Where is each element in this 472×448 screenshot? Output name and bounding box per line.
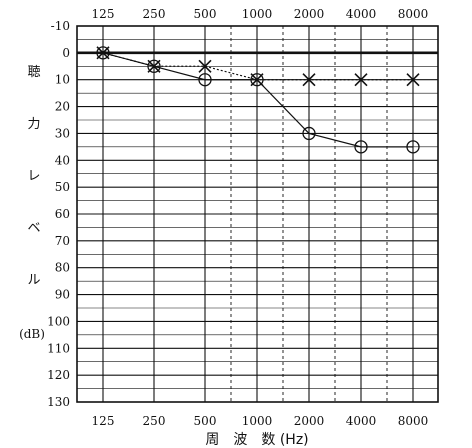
cross-marker-stroke [250, 73, 264, 87]
cross-marker-stroke [147, 59, 161, 73]
y-tick-label: -10 [51, 19, 70, 33]
cross-marker [302, 73, 316, 87]
circle-marker [302, 126, 316, 141]
cross-marker [96, 46, 110, 60]
circle-marker [147, 59, 161, 73]
cross-marker-stroke [96, 46, 110, 60]
x-tick-label-top: 500 [194, 7, 217, 21]
circle-marker [406, 140, 420, 154]
y-tick-label: 50 [55, 180, 70, 194]
y-tick-label: 120 [47, 368, 70, 382]
y-tick-label: 60 [55, 207, 70, 221]
y-axis-label-char: 力 [27, 117, 40, 132]
y-axis-label-char: ベ [27, 221, 40, 236]
y-axis-unit: (dB) [19, 327, 45, 341]
y-tick-label: 110 [47, 341, 70, 355]
cross-marker [354, 73, 368, 87]
cross-marker [406, 73, 420, 87]
circle-marker [354, 140, 368, 154]
x-axis-title: 周 波 数 (Hz) [205, 432, 308, 448]
y-axis-label-char: レ [27, 169, 40, 184]
series-line-circle [102, 52, 413, 148]
x-tick-label-top: 125 [92, 7, 115, 21]
y-tick-label: 20 [55, 100, 70, 114]
cross-marker [147, 59, 161, 73]
circle-marker [198, 73, 212, 87]
y-tick-label: 80 [55, 261, 70, 275]
cross-marker-stroke [302, 73, 316, 87]
x-tick-label-bottom: 2000 [294, 414, 325, 428]
x-tick-label-bottom: 500 [194, 414, 217, 428]
y-axis-label-char: ル [27, 273, 40, 288]
y-tick-label: 30 [55, 126, 70, 140]
y-tick-label: 10 [55, 73, 70, 87]
grid-layer [76, 25, 439, 403]
y-tick-label: 0 [62, 46, 70, 60]
x-tick-label-bottom: 1000 [242, 414, 273, 428]
cross-marker-stroke [406, 73, 420, 87]
circle-marker [250, 73, 264, 87]
cross-marker [250, 73, 264, 87]
cross-marker [198, 59, 212, 73]
x-tick-label-bottom: 125 [92, 414, 115, 428]
x-tick-label-top: 2000 [294, 7, 325, 21]
x-tick-label-bottom: 250 [143, 414, 166, 428]
x-tick-label-bottom: 4000 [346, 414, 377, 428]
x-tick-label-bottom: 8000 [398, 414, 429, 428]
label-layer: 1251252502505005001000100020002000400040… [19, 7, 428, 448]
x-tick-label-top: 4000 [346, 7, 377, 21]
x-tick-label-top: 250 [143, 7, 166, 21]
y-tick-label: 70 [55, 234, 70, 248]
series-layer [96, 46, 420, 154]
x-tick-label-top: 1000 [242, 7, 273, 21]
cross-marker-stroke [198, 59, 212, 73]
y-tick-label: 90 [55, 288, 70, 302]
y-tick-label: 100 [47, 314, 70, 328]
circle-marker [96, 46, 110, 60]
y-tick-label: 130 [47, 395, 70, 409]
cross-marker-stroke [354, 73, 368, 87]
y-axis-label-char: 聴 [27, 65, 40, 80]
x-tick-label-top: 8000 [398, 7, 429, 21]
y-tick-label: 40 [55, 153, 70, 167]
